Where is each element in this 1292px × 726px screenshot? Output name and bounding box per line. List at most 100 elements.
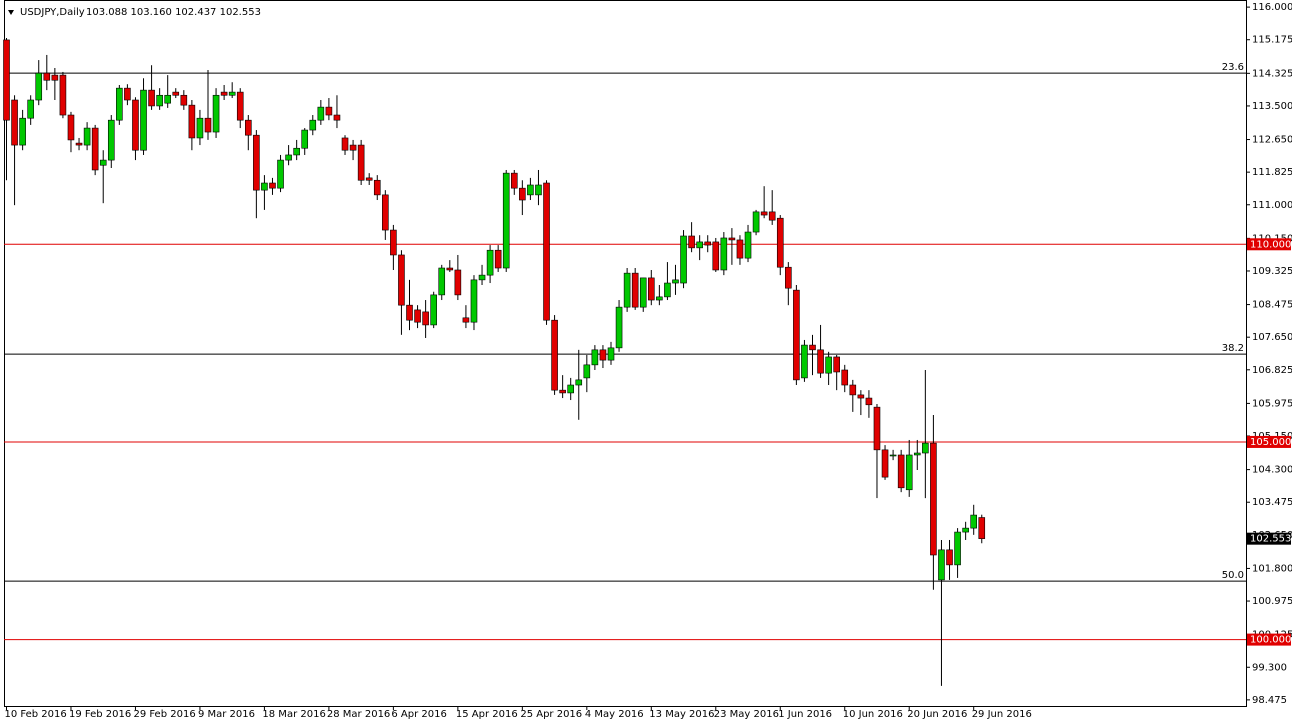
candle-body xyxy=(527,184,534,196)
candle-body xyxy=(801,344,808,379)
x-tick-label: 20 Jun 2016 xyxy=(907,709,967,720)
y-tick-label: 115.175 xyxy=(1252,35,1292,46)
candle-body xyxy=(406,304,413,321)
x-tick-label: 6 Apr 2016 xyxy=(391,709,446,720)
candle-body xyxy=(277,159,284,189)
y-tick-label: 111.825 xyxy=(1252,167,1292,178)
candle-body xyxy=(817,349,824,374)
candle-body xyxy=(583,364,591,379)
candle-body xyxy=(728,237,736,241)
candle-body xyxy=(99,159,107,166)
candle-body xyxy=(349,144,357,151)
candle-body xyxy=(978,517,986,539)
candle-body xyxy=(325,106,333,116)
candle-body xyxy=(430,294,437,326)
candle-body xyxy=(913,452,921,456)
candle-body xyxy=(720,237,728,271)
x-tick-label: 9 Mar 2016 xyxy=(198,709,255,720)
candle-body xyxy=(414,309,421,323)
candle-body xyxy=(196,117,204,139)
candle-body xyxy=(615,306,623,349)
candle-body xyxy=(164,94,171,104)
x-tick-label: 10 Feb 2016 xyxy=(5,709,67,720)
candle-body xyxy=(849,384,857,396)
candle-body xyxy=(373,179,381,196)
candle-body xyxy=(83,127,91,146)
candle-body xyxy=(736,239,744,259)
x-tick-label: 28 Mar 2016 xyxy=(327,709,390,720)
candle-body xyxy=(776,217,784,268)
candle-body xyxy=(116,87,123,121)
candle-body xyxy=(156,94,163,107)
candle-body xyxy=(567,384,575,394)
candle-body xyxy=(390,229,397,256)
candle-body xyxy=(253,134,260,191)
candle-body xyxy=(51,74,59,81)
candle-body xyxy=(27,99,34,119)
candle-body xyxy=(107,119,115,161)
candle-body xyxy=(317,106,325,121)
candle-body xyxy=(970,514,978,529)
candle-body xyxy=(519,187,526,201)
candle-body xyxy=(591,349,599,366)
candle-body xyxy=(269,182,276,189)
candle-body xyxy=(905,454,913,491)
x-tick-label: 19 Feb 2016 xyxy=(69,709,131,720)
candle-body xyxy=(785,266,792,289)
price-level-box xyxy=(1247,435,1291,448)
y-tick-label: 103.475 xyxy=(1252,497,1292,508)
chart-title: USDJPY,Daily xyxy=(20,7,85,18)
candle-body xyxy=(897,454,905,489)
candle-body xyxy=(696,241,703,249)
y-tick-label: 113.500 xyxy=(1252,101,1292,112)
candle-body xyxy=(825,356,832,374)
candle-body xyxy=(712,241,720,271)
candle-body xyxy=(656,296,663,301)
price-level-box xyxy=(1247,238,1291,251)
plot-frame xyxy=(4,0,1247,707)
candle-body xyxy=(309,119,317,131)
price-level-label: 105.000 xyxy=(1250,437,1291,448)
fib-label: 38.2 xyxy=(1222,343,1244,354)
candle-body xyxy=(857,394,865,399)
candle-body xyxy=(446,267,454,271)
y-tick-label: 109.325 xyxy=(1252,266,1292,277)
y-tick-label: 105.975 xyxy=(1252,398,1292,409)
candle-body xyxy=(672,279,679,284)
y-tick-label: 114.325 xyxy=(1252,68,1292,79)
candle-body xyxy=(132,99,139,151)
last-price-label: 102.553 xyxy=(1250,534,1291,545)
candle-body xyxy=(204,117,212,133)
candle-body xyxy=(607,347,615,361)
y-tick-label: 107.650 xyxy=(1252,332,1292,343)
candle-body xyxy=(470,279,478,323)
candle-body xyxy=(11,99,18,146)
x-tick-label: 15 Apr 2016 xyxy=(456,709,518,720)
y-tick-label: 116.000 xyxy=(1252,2,1292,13)
candle-body xyxy=(768,211,776,221)
y-tick-label: 98.475 xyxy=(1252,695,1287,706)
candle-body xyxy=(261,182,268,191)
x-tick-label: 18 Mar 2016 xyxy=(262,709,325,720)
candle-body xyxy=(744,231,752,259)
fib-label: 50.0 xyxy=(1222,570,1244,581)
candle-body xyxy=(293,147,300,156)
candle-body xyxy=(35,72,43,101)
candle-body xyxy=(543,182,550,321)
candle-body xyxy=(881,449,889,478)
candle-body xyxy=(922,442,929,454)
candle-body xyxy=(535,184,542,196)
candle-body xyxy=(841,369,849,386)
candle-body xyxy=(954,531,961,566)
candle-body xyxy=(559,389,566,394)
candle-body xyxy=(91,127,99,171)
candle-body xyxy=(365,177,373,181)
candle-body xyxy=(212,94,220,133)
candle-body xyxy=(865,397,873,406)
candle-body xyxy=(946,549,953,566)
candle-body xyxy=(793,289,800,381)
y-tick-label: 106.825 xyxy=(1252,365,1292,376)
price-level-label: 100.000 xyxy=(1250,635,1291,646)
candle-body xyxy=(938,549,945,581)
candle-body xyxy=(454,269,462,296)
